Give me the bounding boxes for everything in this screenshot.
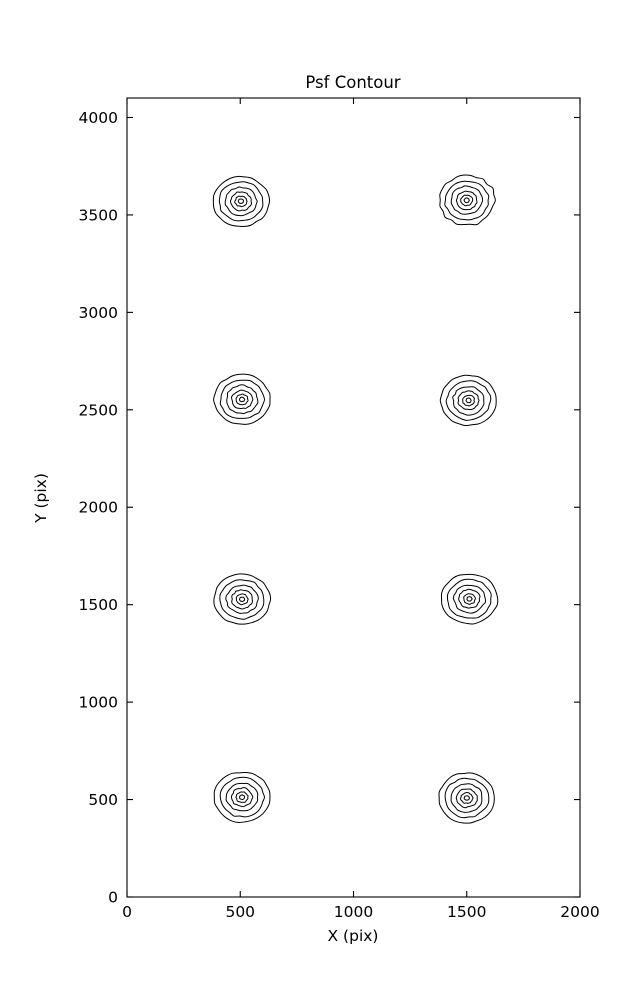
page-title: Psf Contour (305, 73, 400, 92)
psf-contour-island (212, 175, 271, 227)
contour-ring (460, 194, 474, 207)
contour-ring (439, 374, 497, 427)
contour-ring (212, 175, 271, 227)
contour-ring (230, 787, 254, 808)
psf-contour-island (213, 573, 272, 625)
contour-ring (452, 386, 485, 416)
contour-ring (230, 389, 254, 410)
contour-ring (438, 772, 495, 824)
contour-ring (219, 776, 265, 818)
contour-ring (213, 771, 271, 824)
contour-ring (457, 390, 480, 411)
psf-contour-island (213, 373, 271, 425)
contour-ring (460, 792, 474, 804)
contour-ring (238, 596, 246, 603)
y-axis-ticks: 0 500 1000 1500 2000 2500 3000 3500 4000 (79, 109, 580, 907)
x-axis-ticks: 0 500 1000 1500 2000 (122, 98, 600, 921)
y-tick-label: 2000 (79, 499, 118, 517)
contour-ring (445, 380, 492, 421)
contour-ring (213, 373, 271, 425)
x-tick-label: 1000 (334, 903, 373, 921)
contour-ring (224, 186, 258, 217)
y-tick-label: 1500 (79, 596, 118, 614)
psf-contour-island (439, 374, 497, 427)
contour-ring (450, 783, 483, 813)
contour-ring (229, 191, 253, 212)
contour-ring (452, 584, 487, 614)
y-tick-label: 2500 (79, 401, 118, 419)
x-axis-label: X (pix) (328, 927, 379, 945)
y-tick-label: 1000 (79, 694, 118, 712)
contour-ring (231, 589, 253, 610)
contour-ring (455, 788, 478, 809)
contour-ring (218, 181, 264, 222)
psf-contour-island (438, 772, 495, 824)
x-tick-label: 1500 (447, 903, 486, 921)
contour-ring (465, 397, 472, 404)
contour-ring (237, 198, 244, 204)
contour-ring (235, 393, 249, 406)
contour-ring (446, 578, 492, 619)
psf-contour-island (213, 771, 271, 824)
contour-ring (235, 791, 249, 803)
contour-ring (444, 180, 490, 221)
x-tick-label: 500 (225, 903, 255, 921)
contour-ring (234, 195, 248, 208)
contour-ring (440, 573, 499, 625)
contour-ring (455, 190, 478, 211)
contour-ring (219, 379, 266, 419)
contour-ring (439, 174, 496, 226)
y-tick-label: 4000 (79, 109, 118, 127)
x-tick-label: 2000 (560, 903, 599, 921)
contour-ring (225, 584, 259, 614)
contour-ring (219, 579, 265, 620)
contour-ring (458, 588, 481, 609)
y-axis-label: Y (pix) (32, 473, 50, 524)
contour-ring (462, 394, 475, 407)
y-tick-label: 3500 (79, 206, 118, 224)
x-tick-label: 0 (122, 903, 132, 921)
y-tick-label: 500 (88, 791, 118, 809)
psf-contour-island (439, 174, 496, 226)
contour-ring (463, 593, 476, 605)
contour-ring (450, 185, 484, 215)
psf-contour-island (440, 573, 499, 625)
contour-ring (226, 384, 259, 415)
axes-frame (126, 97, 581, 898)
contour-ring (225, 782, 259, 812)
y-tick-label: 3000 (79, 304, 118, 322)
contour-ring (466, 596, 473, 602)
contour-ring (238, 396, 246, 403)
contour-ring (235, 593, 249, 606)
contour-ring (239, 794, 246, 801)
contour-ring (463, 795, 470, 801)
contour-ring (463, 197, 470, 204)
contour-ring (213, 573, 272, 625)
y-tick-label: 0 (108, 889, 118, 907)
contour-ring (444, 777, 490, 819)
contour-group (212, 174, 499, 824)
